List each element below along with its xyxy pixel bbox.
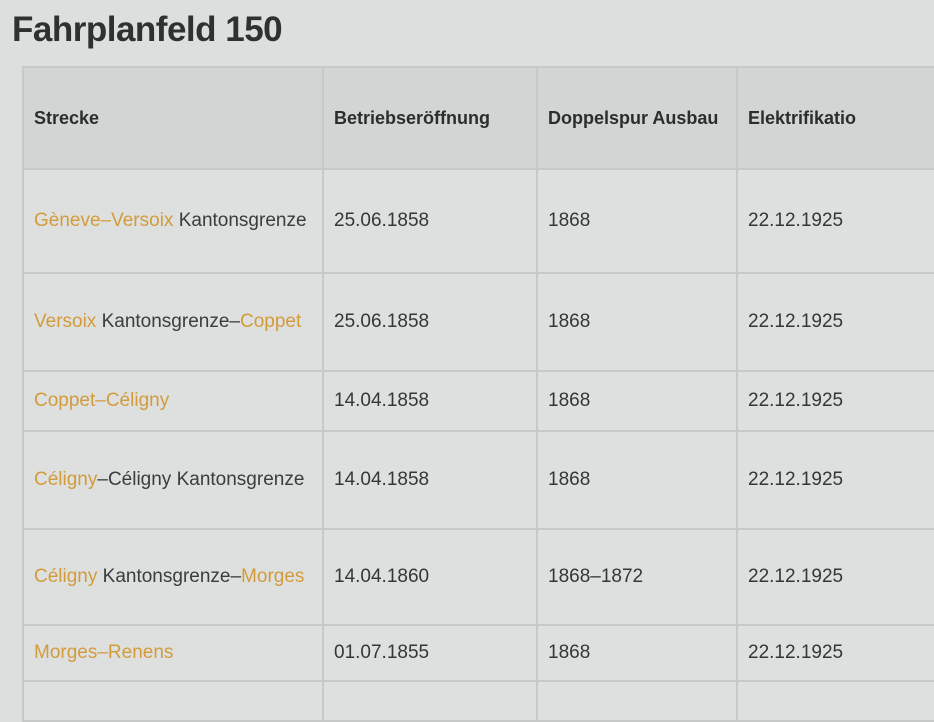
- cell-eroeffnung: 14.04.1858: [322, 370, 538, 432]
- header-strecke: Strecke: [22, 66, 324, 170]
- cell-strecke: Gèneve–Versoix Kantonsgrenze: [22, 168, 324, 274]
- route-text: Kantonsgrenze–: [96, 311, 240, 332]
- header-elektrifikation: Elektrifikatio: [736, 66, 934, 170]
- route-text: Kantonsgrenze: [173, 210, 307, 231]
- cell-elektrifikation: 22.12.1925: [736, 370, 934, 432]
- table-row: Gèneve–Versoix Kantonsgrenze 25.06.1858 18…: [22, 168, 934, 274]
- route-link[interactable]: Céligny: [34, 469, 98, 490]
- cell-elektrifikation: 22.12.1925: [736, 168, 934, 274]
- cell-doppelspur: 1868: [536, 430, 738, 530]
- cell-doppelspur: 1868: [536, 370, 738, 432]
- cell-strecke: Morges–Renens: [22, 624, 324, 682]
- table-row: Morges–Renens 01.07.1855 1868 22.12.1925: [22, 624, 934, 682]
- cell-empty: [322, 680, 538, 722]
- table-header-row: Strecke Betriebseröffnung Doppelspur Aus…: [22, 66, 934, 170]
- header-doppelspur: Doppelspur Ausbau: [536, 66, 738, 170]
- route-link[interactable]: Céligny: [34, 566, 98, 587]
- timetable-table: Strecke Betriebseröffnung Doppelspur Aus…: [22, 66, 934, 722]
- page-title: Fahrplanfeld 150: [12, 10, 283, 49]
- cell-eroeffnung: 01.07.1855: [322, 624, 538, 682]
- route-link[interactable]: Gèneve–Versoix: [34, 210, 174, 231]
- route-link[interactable]: Coppet: [239, 311, 302, 332]
- route-text: –Céligny Kantonsgrenze: [97, 469, 305, 490]
- cell-elektrifikation: 22.12.1925: [736, 430, 934, 530]
- cell-elektrifikation: 22.12.1925: [736, 624, 934, 682]
- cell-eroeffnung: 14.04.1858: [322, 430, 538, 530]
- cell-doppelspur: 1868: [536, 168, 738, 274]
- route-text: Kantonsgrenze–: [97, 566, 242, 587]
- header-betriebseroeffnung: Betriebseröffnung: [322, 66, 538, 170]
- table-row: [22, 680, 934, 722]
- route-link[interactable]: Coppet–Céligny: [34, 390, 170, 411]
- cell-empty: [736, 680, 934, 722]
- table-row: Céligny–Céligny Kantonsgrenze 14.04.1858 1…: [22, 430, 934, 530]
- cell-empty: [536, 680, 738, 722]
- cell-elektrifikation: 22.12.1925: [736, 272, 934, 372]
- cell-empty: [22, 680, 324, 722]
- cell-strecke: Coppet–Céligny: [22, 370, 324, 432]
- table-row: Versoix Kantonsgrenze–Coppet 25.06.1858 18…: [22, 272, 934, 372]
- route-link[interactable]: Morges–Renens: [34, 642, 174, 663]
- route-link[interactable]: Morges: [241, 566, 305, 587]
- cell-doppelspur: 1868: [536, 272, 738, 372]
- route-link[interactable]: Versoix: [34, 311, 97, 332]
- cell-strecke: Céligny–Céligny Kantonsgrenze: [22, 430, 324, 530]
- cell-eroeffnung: 14.04.1860: [322, 528, 538, 626]
- cell-eroeffnung: 25.06.1858: [322, 272, 538, 372]
- cell-eroeffnung: 25.06.1858: [322, 168, 538, 274]
- table-row: Coppet–Céligny 14.04.1858 1868 22.12.1925: [22, 370, 934, 432]
- cell-doppelspur: 1868–1872: [536, 528, 738, 626]
- cell-elektrifikation: 22.12.1925: [736, 528, 934, 626]
- cell-doppelspur: 1868: [536, 624, 738, 682]
- table-row: Céligny Kantonsgrenze–Morges 14.04.1860 18…: [22, 528, 934, 626]
- cell-strecke: Céligny Kantonsgrenze–Morges: [22, 528, 324, 626]
- cell-strecke: Versoix Kantonsgrenze–Coppet: [22, 272, 324, 372]
